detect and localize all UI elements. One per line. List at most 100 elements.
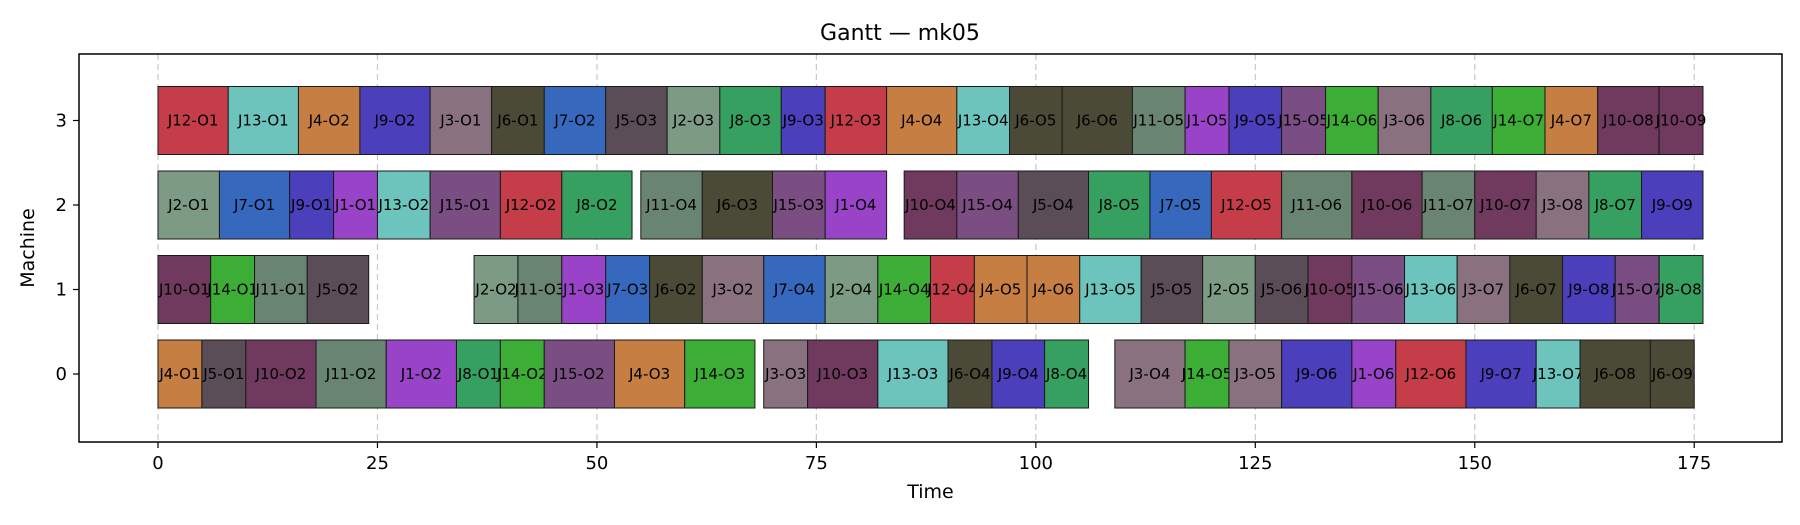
operation-bar [385, 339, 457, 409]
operation-label: J4-O6 [1032, 281, 1074, 299]
operation-bar [1228, 339, 1283, 409]
operation-bar [1202, 255, 1256, 324]
operation-bar-group: J6-O7 [1509, 255, 1564, 324]
operation-bar [1509, 255, 1564, 324]
operation-bar-group: J13-O3 [877, 339, 949, 409]
operation-bar-group: J10-O4 [903, 170, 958, 240]
operation-bar [824, 255, 879, 324]
operation-label: J11-O1 [255, 281, 307, 299]
operation-label: J4-O5 [979, 281, 1021, 299]
operation-label: J8-O7 [1594, 196, 1636, 214]
operation-bar [1149, 170, 1212, 240]
operation-label: J4-O1 [158, 365, 200, 383]
operation-bar-group: J5-O2 [306, 255, 370, 324]
operation-bar [780, 86, 826, 155]
operation-bar-group: J14-O4 [877, 255, 931, 324]
operation-bar-group: J12-O5 [1210, 170, 1283, 240]
operation-bar [1281, 170, 1353, 240]
operation-bar-group: J6-O9 [1649, 339, 1695, 409]
operation-label: J3-O8 [1541, 196, 1583, 214]
operation-bar-group: J13-O4 [956, 86, 1011, 155]
operation-bar-group: J15-O5 [1277, 86, 1329, 155]
operation-label: J6-O8 [1594, 365, 1636, 383]
operation-label: J9-O5 [1234, 112, 1276, 130]
operation-bar [157, 170, 220, 240]
operation-bar-group: J15-O6 [1351, 255, 1406, 324]
bars-layer: J12-O1 J13-O1 J4-O2 J9-O2 J3-O1 J6-O1 J7-O2 J5-… [157, 86, 1707, 409]
operation-label: J13-O2 [377, 196, 429, 214]
operation-bar-group: J8-O3 [719, 86, 782, 155]
operation-label: J11-O2 [325, 365, 377, 383]
operation-bar-group: J4-O5 [973, 255, 1028, 324]
operation-label: J10-O9 [1655, 112, 1707, 130]
operation-bar-group: J6-O2 [649, 255, 703, 324]
operation-bar [947, 339, 993, 409]
x-axis-ticks: 0 25 50 75 100 125 150 175 [152, 442, 1711, 474]
x-tick: 75 [805, 442, 828, 474]
operation-bar [930, 255, 975, 324]
operation-bar [455, 339, 501, 409]
operation-bar-group: J7-O5 [1149, 170, 1212, 240]
operation-bar-group: J1-O1 [333, 170, 378, 240]
operation-bar-group: J11-O3 [514, 255, 565, 324]
operation-bar-group: J9-O4 [991, 339, 1046, 409]
operation-bar [1544, 86, 1599, 155]
operation-bar-group: J5-O6 [1254, 255, 1309, 324]
operation-bar-group: J15-O4 [956, 170, 1019, 240]
operation-bar-group: J3-O1 [429, 86, 493, 155]
operation-label: J4-O4 [900, 112, 942, 130]
operation-bar-group: J6-O3 [701, 170, 773, 240]
y-tick-label: 3 [56, 111, 67, 132]
operation-label: J9-O2 [373, 112, 415, 130]
operation-bar-group: J9-O8 [1562, 255, 1616, 324]
operation-label: J12-O4 [926, 281, 978, 299]
operation-label: J4-O7 [1550, 112, 1592, 130]
operation-bar [254, 255, 308, 324]
operation-label: J4-O3 [628, 365, 670, 383]
operation-bar [1281, 86, 1327, 155]
operation-bar-group: J10-O2 [245, 339, 317, 409]
operation-bar [1658, 86, 1704, 155]
operation-bar-group: J7-O2 [543, 86, 607, 155]
operation-bar-group: J10-O9 [1655, 86, 1707, 155]
operation-label: J14-O2 [496, 365, 548, 383]
operation-bar-group: J14-O2 [496, 339, 548, 409]
operation-bar-group: J9-O7 [1465, 339, 1537, 409]
operation-bar [1184, 339, 1230, 409]
x-tick-label: 100 [1019, 453, 1053, 474]
operation-bar-group: J12-O6 [1395, 339, 1467, 409]
operation-label: J7-O3 [606, 281, 648, 299]
operation-label: J6-O9 [1651, 365, 1693, 383]
x-tick: 125 [1238, 442, 1272, 474]
operation-bar-group: J7-O3 [605, 255, 651, 324]
operation-label: J14-O3 [693, 365, 745, 383]
operation-label: J9-O9 [1651, 196, 1693, 214]
operation-bar [491, 86, 545, 155]
operation-label: J2-O3 [672, 112, 714, 130]
operation-label: J13-O7 [1532, 365, 1584, 383]
operation-bar-group: J5-O1 [201, 339, 247, 409]
operation-bar-group: J9-O6 [1281, 339, 1353, 409]
operation-bar [886, 86, 958, 155]
operation-bar-group: J12-O1 [157, 86, 229, 155]
operation-bar-group: J3-O2 [701, 255, 765, 324]
operation-bar-group: J15-O2 [543, 339, 615, 409]
operation-bar-group: J2-O5 [1202, 255, 1256, 324]
y-tick-label: 1 [56, 280, 67, 301]
operation-bar [666, 86, 721, 155]
operation-bar-group: J8-O1 [455, 339, 501, 409]
operation-bar [684, 339, 756, 409]
operation-bar [1377, 86, 1432, 155]
operation-bar-group: J1-O4 [824, 170, 888, 240]
x-tick-label: 75 [805, 453, 828, 474]
operation-label: J9-O1 [290, 196, 332, 214]
operation-label: J14-O7 [1492, 112, 1544, 130]
operation-bar [1210, 170, 1283, 240]
operation-label: J8-O8 [1659, 281, 1701, 299]
x-tick: 100 [1019, 442, 1053, 474]
operation-bar [877, 339, 949, 409]
operation-bar-group: J11-O7 [1421, 170, 1476, 240]
operation-label: J14-O6 [1326, 112, 1378, 130]
operation-bar [157, 86, 229, 155]
